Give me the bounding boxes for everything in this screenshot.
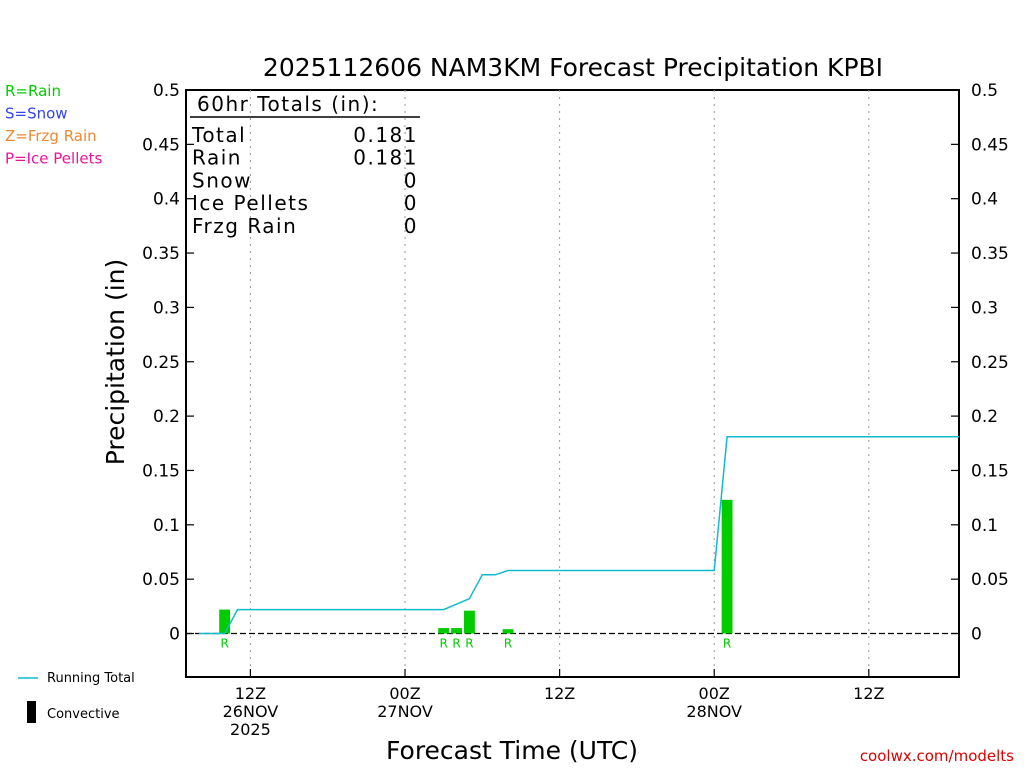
y-tick-label: 0.3: [971, 298, 998, 318]
y-tick-label: 0.45: [142, 135, 180, 155]
y-tick-label: 0.5: [153, 81, 180, 101]
bar-type-label: R: [465, 637, 473, 651]
bar-type-label: R: [504, 637, 512, 651]
type-legend-item: Z=Frzg Rain: [5, 127, 97, 145]
x-tick-label: 12Z: [544, 684, 575, 703]
type-legend-item: S=Snow: [5, 105, 68, 123]
x-tick-label: 00Z: [389, 684, 420, 703]
y-tick-label: 0.4: [153, 190, 180, 210]
x-tick-label: 26NOV: [223, 702, 279, 721]
precip-bar: [721, 499, 733, 634]
totals-label: Total: [191, 123, 246, 147]
y-tick-label: 0.15: [971, 461, 1009, 481]
precip-bar: [502, 629, 514, 634]
y-tick-label: 0.1: [971, 516, 998, 536]
precip-type-legend: R=Rain S=Snow Z=Frzg Rain P=Ice Pellets: [5, 82, 102, 168]
y-tick-label: 0.15: [142, 461, 180, 481]
totals-box: 60hr Totals (in): Total 0.181 Rain 0.181 Snow…: [190, 92, 420, 238]
bar-type-label: R: [452, 637, 460, 651]
totals-value: 0: [404, 214, 418, 238]
bar-type-label: R: [723, 637, 731, 651]
y-tick-label: 0.4: [971, 190, 998, 210]
y-tick-label: 0.35: [971, 244, 1009, 264]
y-tick-label: 0: [169, 625, 180, 645]
precip-bar: [451, 628, 462, 634]
totals-value: 0.181: [353, 146, 418, 170]
chart-title: 2025112606 NAM3KM Forecast Precipitation…: [263, 53, 883, 82]
precip-bar: [438, 628, 450, 634]
bar-type-label: R: [220, 637, 228, 651]
running-total-line: [198, 436, 959, 635]
y-tick-label: 0.5: [971, 81, 998, 101]
y-tick-label: 0: [971, 625, 982, 645]
credit-text: coolwx.com/modelts: [860, 747, 1014, 765]
x-tick-label: 00Z: [699, 684, 730, 703]
y-tick-label: 0.05: [142, 570, 180, 590]
totals-value: 0: [404, 168, 418, 192]
totals-label: Rain: [192, 146, 242, 170]
x-axis-label: Forecast Time (UTC): [386, 736, 638, 765]
y-tick-label: 0.3: [153, 298, 180, 318]
legend-swatch-bar: [27, 701, 36, 723]
totals-label: Ice Pellets: [192, 191, 309, 215]
totals-value: 0.181: [353, 123, 418, 147]
precip-bar: [463, 610, 475, 634]
totals-label: Frzg Rain: [192, 214, 297, 238]
totals-value: 0: [404, 191, 418, 215]
y-tick-label: 0.25: [142, 353, 180, 373]
type-legend-item: R=Rain: [5, 82, 61, 100]
bar-type-label: R: [439, 637, 447, 651]
x-tick-label: 28NOV: [686, 702, 742, 721]
x-tick-label: 12Z: [235, 684, 266, 703]
y-axis-right: 0 0.05 0.1 0.15 0.2 0.25 0.3 0.35 0.4 0.45 0.5: [951, 81, 1009, 645]
y-tick-label: 0.45: [971, 135, 1009, 155]
y-tick-label: 0.2: [971, 407, 998, 427]
y-axis-label: Precipitation (in): [101, 259, 130, 466]
x-tick-label: 27NOV: [377, 702, 433, 721]
totals-label: Snow: [192, 168, 252, 192]
grid-lines: [249, 90, 870, 677]
y-tick-label: 0.05: [971, 570, 1009, 590]
precip-bar: [219, 609, 231, 634]
y-tick-label: 0.2: [153, 407, 180, 427]
plot-frame: [185, 89, 960, 678]
y-tick-label: 0.35: [142, 244, 180, 264]
y-tick-label: 0.1: [153, 516, 180, 536]
series-legend: Running Total Convective: [18, 671, 135, 723]
totals-heading: 60hr Totals (in):: [197, 92, 379, 116]
x-tick-label: 2025: [230, 720, 271, 739]
type-legend-item: P=Ice Pellets: [5, 150, 102, 168]
y-axis-left: 0 0.05 0.1 0.15 0.2 0.25 0.3 0.35 0.4 0.45 0.5: [142, 81, 194, 645]
legend-label: Running Total: [47, 671, 135, 686]
x-tick-label: 12Z: [853, 684, 884, 703]
legend-label: Convective: [47, 707, 120, 722]
y-tick-label: 0.25: [971, 353, 1009, 373]
